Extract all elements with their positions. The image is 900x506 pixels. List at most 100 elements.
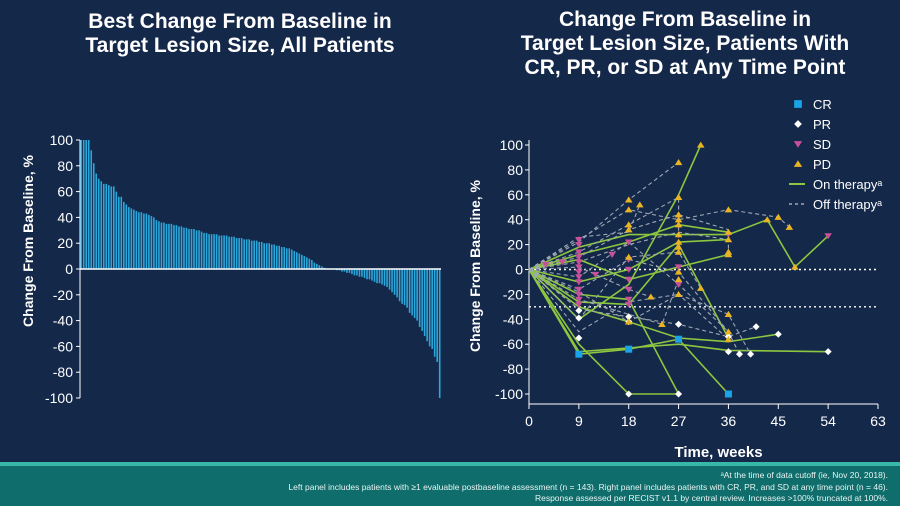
right-y-tick-label: -60 (503, 336, 523, 352)
sd-marker (674, 264, 683, 271)
off-therapy-line (528, 266, 652, 298)
right-y-tick-label: 60 (507, 187, 523, 203)
sd-marker (608, 251, 616, 258)
left-y-tick-label: -20 (53, 287, 73, 303)
bar (436, 269, 438, 362)
bar (193, 229, 195, 269)
bar (303, 256, 306, 269)
bar (348, 269, 351, 273)
bar (225, 235, 228, 269)
pd-marker (724, 310, 733, 317)
left-y-tick-label: -80 (53, 364, 73, 380)
bar (258, 241, 260, 269)
bar (373, 269, 376, 282)
bar (120, 196, 123, 269)
bar (118, 196, 120, 269)
bar (163, 222, 165, 269)
bar (80, 140, 83, 269)
sd-marker (793, 141, 803, 148)
on-therapy-line (528, 218, 829, 271)
cr-marker (575, 350, 583, 358)
right-y-tick-label: 100 (500, 137, 524, 153)
sd-marker (575, 301, 583, 308)
left-y-tick-label: -100 (45, 390, 73, 406)
bar (145, 213, 148, 269)
off-therapy-line (528, 161, 679, 270)
bar (273, 244, 276, 269)
bar (343, 269, 346, 272)
bar (391, 269, 393, 293)
right-y-tick-label: -40 (503, 311, 523, 327)
cr-marker (675, 335, 683, 343)
pr-marker (675, 320, 683, 328)
bar (208, 234, 210, 269)
pd-marker (793, 160, 803, 167)
pr-marker (575, 307, 583, 315)
sd-marker (575, 264, 583, 271)
off-therapy-line (528, 231, 729, 271)
sd-marker (575, 269, 583, 276)
legend-label: Off therapyᵃ (813, 197, 882, 212)
right-x-tick-label: 27 (671, 413, 687, 429)
bar (250, 240, 253, 269)
right-x-axis-label: Time, weeks (674, 444, 762, 461)
pr-marker (675, 390, 683, 398)
bar (401, 269, 403, 304)
left-chart-title: Best Change From Baseline in Target Lesi… (30, 10, 450, 58)
bar (97, 178, 100, 269)
pd-marker (674, 290, 683, 298)
charts-canvas: 100 80 60 40 20 0 -20 -40 -60 -80 -100 100 80 60 40 20 0… (45, 97, 886, 461)
bar (82, 140, 85, 269)
pr-marker (747, 350, 755, 358)
left-y-tick-label: -60 (53, 338, 73, 354)
bar (170, 223, 173, 269)
bar (92, 163, 95, 269)
bar (123, 201, 125, 269)
bar (366, 269, 368, 280)
bar (363, 269, 366, 279)
pd-marker (696, 141, 705, 148)
sd-marker (624, 286, 633, 293)
bar (383, 269, 386, 286)
pd-marker (674, 276, 683, 283)
bar (95, 173, 98, 269)
bar (133, 209, 135, 269)
cr-marker (724, 390, 732, 398)
bar (110, 186, 113, 269)
bar (160, 222, 163, 269)
sd-marker (575, 296, 583, 303)
on-therapy-line (528, 268, 680, 395)
pd-marker (674, 243, 683, 250)
bar (143, 213, 145, 269)
right-title-line: Target Lesion Size, Patients With (520, 32, 850, 55)
legend-label: PR (813, 117, 831, 132)
pd-marker (674, 268, 683, 275)
pd-marker (624, 318, 633, 325)
pr-marker (736, 350, 744, 358)
pr-marker (774, 330, 782, 338)
bar (308, 258, 311, 269)
sd-marker (575, 249, 583, 256)
legend-label: PD (813, 157, 831, 172)
right-x-tick-label: 63 (870, 413, 886, 429)
cr-marker (625, 345, 633, 353)
sd-marker (575, 254, 583, 261)
bar (105, 183, 108, 269)
bar (358, 269, 361, 277)
bar (268, 243, 271, 269)
bar (220, 235, 223, 269)
bar (356, 269, 358, 276)
right-x-tick-label: 9 (575, 413, 583, 429)
bar (203, 232, 205, 269)
bar (240, 238, 243, 269)
bar (290, 249, 293, 269)
right-x-tick-label: 54 (820, 413, 836, 429)
bar (386, 269, 388, 288)
left-y-tick-label: 100 (50, 132, 74, 148)
bar (180, 226, 183, 269)
bar (313, 262, 316, 269)
off-therapy-line (528, 241, 740, 355)
bar (125, 204, 128, 269)
pd-marker (724, 251, 733, 258)
bar (175, 225, 178, 269)
